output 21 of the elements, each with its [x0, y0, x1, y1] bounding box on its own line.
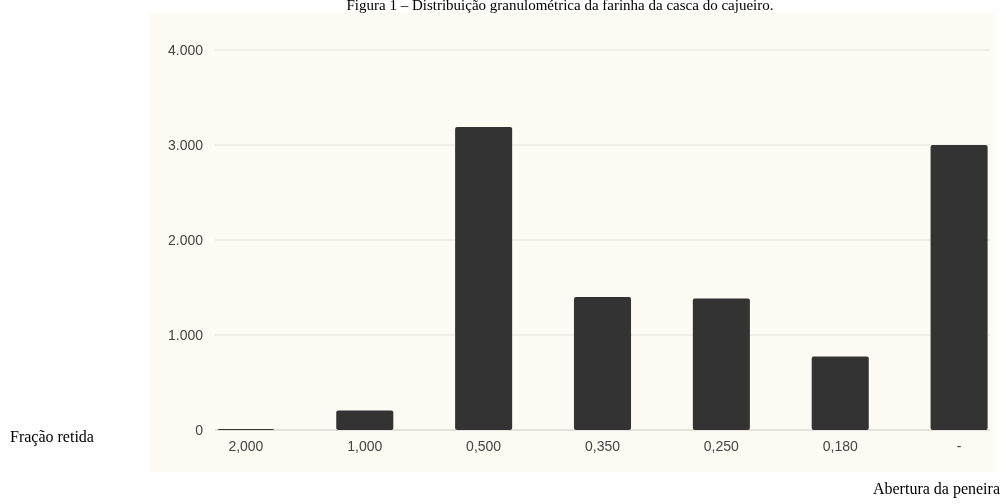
y-tick-label: 0: [195, 422, 204, 438]
bar: [336, 410, 394, 430]
x-tick-label: 0,350: [584, 438, 621, 454]
x-tick-label: 0,500: [466, 438, 502, 454]
bar: [692, 298, 750, 430]
bar: [455, 126, 513, 430]
x-tick-label: 1,000: [347, 438, 383, 454]
y-tick-label: 2.000: [167, 232, 204, 248]
y-tick-label: 1.000: [167, 327, 204, 343]
x-tick-label: 0,180: [822, 438, 858, 454]
chart-title: Figura 1 – Distribuição granulométrica da farinha da casca do cajueiro.: [346, 0, 774, 13]
y-tick-label: 4.000: [167, 42, 204, 58]
bar: [573, 297, 632, 430]
bar: [930, 145, 988, 430]
y-tick-label: 3.000: [167, 137, 204, 153]
x-tick-label: 0,250: [703, 438, 740, 454]
x-axis-title: Abertura da peneira: [872, 480, 1000, 498]
y-axis-title: Fração retida: [10, 428, 94, 446]
x-tick-label: -: [956, 438, 962, 454]
bar: [811, 356, 869, 430]
x-tick-label: 2,000: [228, 438, 264, 454]
